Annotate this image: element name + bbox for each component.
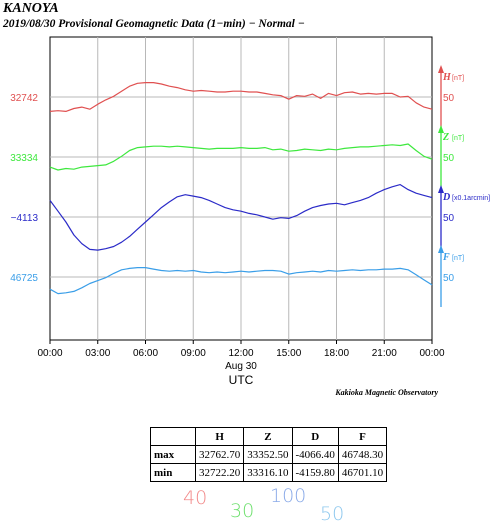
stats-cell: 33316.10 — [243, 463, 293, 482]
series-scale-label: 50 — [443, 153, 455, 164]
x-tick-label: 12:00 — [228, 348, 253, 359]
stats-row-label: min — [150, 463, 196, 482]
scale-arrow-head — [438, 245, 444, 253]
scale-arrow-head — [438, 125, 444, 133]
x-date-label: Aug 30 — [225, 361, 257, 372]
x-tick-label: 21:00 — [372, 348, 397, 359]
series-unit-label: [nT] — [452, 255, 464, 262]
stats-header-d: D — [291, 427, 339, 446]
stats-table: H Z D F max 32762.70 33352.50 -4066.40 4… — [150, 427, 388, 482]
stats-cell: -4066.40 — [291, 445, 339, 464]
series-scale-label: 50 — [443, 93, 455, 104]
x-axis-label: UTC — [229, 373, 254, 387]
station-name: KANOYA — [3, 1, 59, 16]
series-name-label: H — [442, 72, 452, 83]
series-name-label: D — [442, 192, 450, 203]
stats-header-z: Z — [243, 427, 293, 446]
series-line-f — [49, 267, 433, 295]
series-scale-label: 50 — [443, 213, 455, 224]
series-base-label: 33334 — [10, 153, 38, 164]
series-base-label: 32742 — [10, 93, 38, 104]
scale-legend-f: 50 — [320, 503, 345, 525]
series-name-label: Z — [442, 132, 449, 143]
x-tick-label: 09:00 — [181, 348, 206, 359]
series-line-z — [49, 143, 433, 171]
stats-row-max: max 32762.70 33352.50 -4066.40 46748.30 — [150, 445, 388, 464]
series-base-label: −4113 — [11, 213, 39, 224]
series-unit-label: [x0.1arcmin] — [452, 195, 490, 202]
x-tick-label: 00:00 — [37, 348, 62, 359]
stats-cell: 46701.10 — [337, 463, 388, 482]
series-scale-label: 50 — [443, 273, 455, 284]
series-unit-label: [nT] — [452, 75, 464, 82]
stats-row-label: max — [150, 445, 196, 464]
observatory-credit: Kakioka Magnetic Observatory — [335, 388, 438, 397]
stats-header-h: H — [194, 427, 245, 446]
scale-legend-d: 100 — [270, 485, 307, 507]
stats-cell: 32762.70 — [194, 445, 245, 464]
stats-cell: 46748.30 — [337, 445, 388, 464]
stats-cell: 33352.50 — [243, 445, 293, 464]
x-tick-label: 00:00 — [419, 348, 444, 359]
scale-legend-z: 30 — [230, 500, 255, 522]
x-tick-label: 15:00 — [276, 348, 301, 359]
chart-subtitle: 2019/08/30 Provisional Geomagnetic Data … — [3, 18, 305, 30]
stats-cell: -4159.80 — [291, 463, 339, 482]
series-name-label: F — [442, 252, 450, 263]
series-base-label: 46725 — [10, 273, 38, 284]
scale-arrow-head — [438, 65, 444, 73]
stats-header-row: H Z D F — [150, 427, 388, 446]
scale-arrow-head — [438, 185, 444, 193]
x-tick-label: 06:00 — [133, 348, 158, 359]
stats-cell: 32722.20 — [194, 463, 245, 482]
scale-legend-h: 40 — [183, 487, 208, 509]
x-tick-label: 03:00 — [85, 348, 110, 359]
x-tick-label: 18:00 — [324, 348, 349, 359]
series-line-d — [49, 184, 433, 251]
stats-row-min: min 32722.20 33316.10 -4159.80 46701.10 — [150, 463, 388, 482]
series-unit-label: [nT] — [452, 135, 464, 142]
magnetogram-chart: 00:00 03:00 06:00 09:00 12:00 15:00 18:00 21:00… — [10, 36, 490, 387]
stats-header-corner — [150, 427, 196, 446]
series-line-h — [49, 82, 433, 112]
stats-header-f: F — [337, 427, 388, 446]
